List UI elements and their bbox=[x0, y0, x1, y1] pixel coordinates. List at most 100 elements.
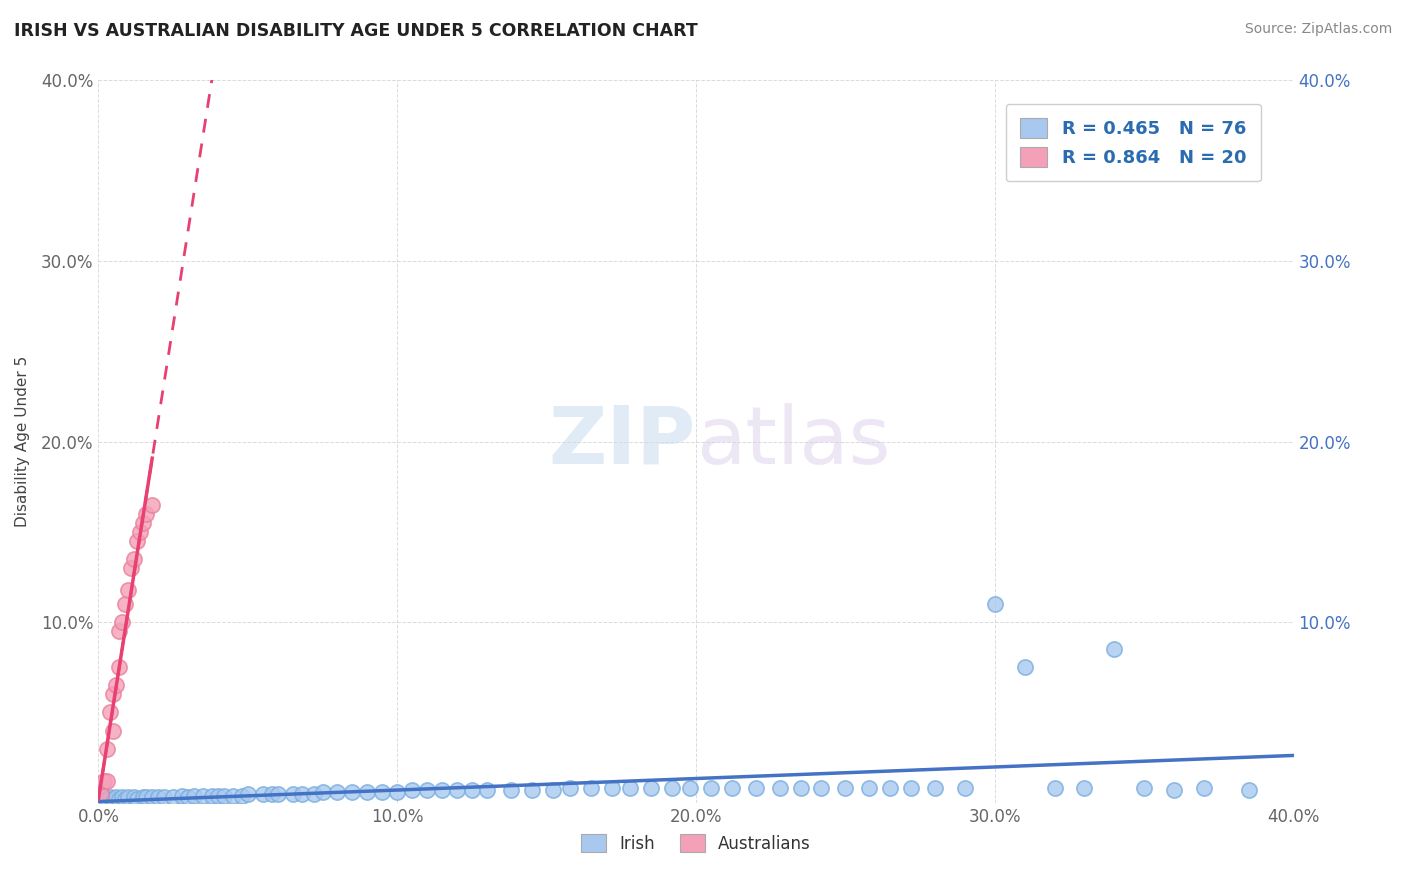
Point bbox=[461, 783, 484, 797]
Point bbox=[114, 792, 136, 806]
Point bbox=[93, 774, 115, 789]
Point bbox=[602, 781, 624, 796]
Point bbox=[98, 706, 122, 720]
Point bbox=[661, 781, 683, 796]
Point bbox=[172, 789, 194, 803]
Point bbox=[93, 790, 115, 805]
Point bbox=[900, 781, 922, 796]
Point bbox=[879, 781, 901, 796]
Point bbox=[153, 790, 176, 805]
Point bbox=[124, 552, 146, 566]
Point bbox=[127, 533, 149, 548]
Point bbox=[108, 792, 131, 806]
Point bbox=[984, 597, 1007, 611]
Point bbox=[120, 561, 142, 575]
Point bbox=[212, 789, 235, 803]
Point bbox=[117, 790, 139, 805]
Point bbox=[141, 790, 163, 805]
Point bbox=[769, 781, 792, 796]
Point bbox=[124, 790, 146, 805]
Point bbox=[416, 783, 439, 797]
Point bbox=[103, 792, 125, 806]
Point bbox=[207, 789, 229, 803]
Point bbox=[291, 787, 314, 801]
Text: Source: ZipAtlas.com: Source: ZipAtlas.com bbox=[1244, 22, 1392, 37]
Point bbox=[90, 787, 112, 801]
Point bbox=[326, 785, 349, 799]
Point bbox=[103, 723, 125, 738]
Point bbox=[679, 781, 702, 796]
Point bbox=[1192, 781, 1215, 796]
Point bbox=[117, 582, 139, 597]
Point bbox=[311, 785, 333, 799]
Point bbox=[141, 498, 163, 512]
Point bbox=[475, 783, 498, 797]
Point bbox=[371, 785, 394, 799]
Point bbox=[356, 785, 378, 799]
Point bbox=[135, 507, 157, 521]
Point bbox=[745, 781, 768, 796]
Text: atlas: atlas bbox=[696, 402, 890, 481]
Point bbox=[810, 781, 832, 796]
Point bbox=[401, 783, 423, 797]
Point bbox=[252, 787, 274, 801]
Point bbox=[236, 787, 259, 801]
Point bbox=[96, 741, 118, 756]
Point bbox=[183, 789, 205, 803]
Point bbox=[111, 790, 134, 805]
Point bbox=[953, 781, 976, 796]
Point bbox=[132, 790, 155, 805]
Point bbox=[103, 687, 125, 701]
Point bbox=[385, 785, 409, 799]
Point bbox=[1133, 781, 1156, 796]
Point bbox=[260, 787, 283, 801]
Point bbox=[834, 781, 856, 796]
Point bbox=[858, 781, 880, 796]
Point bbox=[111, 615, 134, 630]
Point bbox=[924, 781, 946, 796]
Point bbox=[1073, 781, 1095, 796]
Point bbox=[222, 789, 245, 803]
Point bbox=[162, 790, 184, 805]
Point bbox=[191, 789, 214, 803]
Point bbox=[499, 783, 522, 797]
Point bbox=[98, 790, 122, 805]
Point bbox=[127, 792, 149, 806]
Point bbox=[148, 790, 170, 805]
Point bbox=[1104, 642, 1126, 657]
Point bbox=[520, 783, 543, 797]
Point bbox=[201, 789, 224, 803]
Point bbox=[281, 787, 304, 801]
Point bbox=[108, 624, 131, 639]
Point bbox=[96, 792, 118, 806]
Point bbox=[721, 781, 744, 796]
Point bbox=[640, 781, 662, 796]
Point bbox=[177, 790, 200, 805]
Point bbox=[541, 783, 564, 797]
Point bbox=[129, 524, 152, 539]
Point bbox=[560, 781, 582, 796]
Point bbox=[1237, 783, 1260, 797]
Point bbox=[1163, 783, 1185, 797]
Point bbox=[446, 783, 468, 797]
Point bbox=[105, 678, 128, 692]
Point bbox=[231, 789, 253, 803]
Text: ZIP: ZIP bbox=[548, 402, 696, 481]
Point bbox=[108, 660, 131, 674]
Point bbox=[105, 790, 128, 805]
Point bbox=[267, 787, 290, 801]
Point bbox=[342, 785, 364, 799]
Point bbox=[1043, 781, 1066, 796]
Point bbox=[132, 516, 155, 530]
Legend: Irish, Australians: Irish, Australians bbox=[574, 828, 818, 860]
Point bbox=[96, 774, 118, 789]
Point bbox=[430, 783, 453, 797]
Point bbox=[135, 790, 157, 805]
Text: IRISH VS AUSTRALIAN DISABILITY AGE UNDER 5 CORRELATION CHART: IRISH VS AUSTRALIAN DISABILITY AGE UNDER… bbox=[14, 22, 697, 40]
Point bbox=[302, 787, 325, 801]
Y-axis label: Disability Age Under 5: Disability Age Under 5 bbox=[15, 356, 30, 527]
Point bbox=[619, 781, 641, 796]
Point bbox=[114, 597, 136, 611]
Point bbox=[1014, 660, 1036, 674]
Point bbox=[581, 781, 603, 796]
